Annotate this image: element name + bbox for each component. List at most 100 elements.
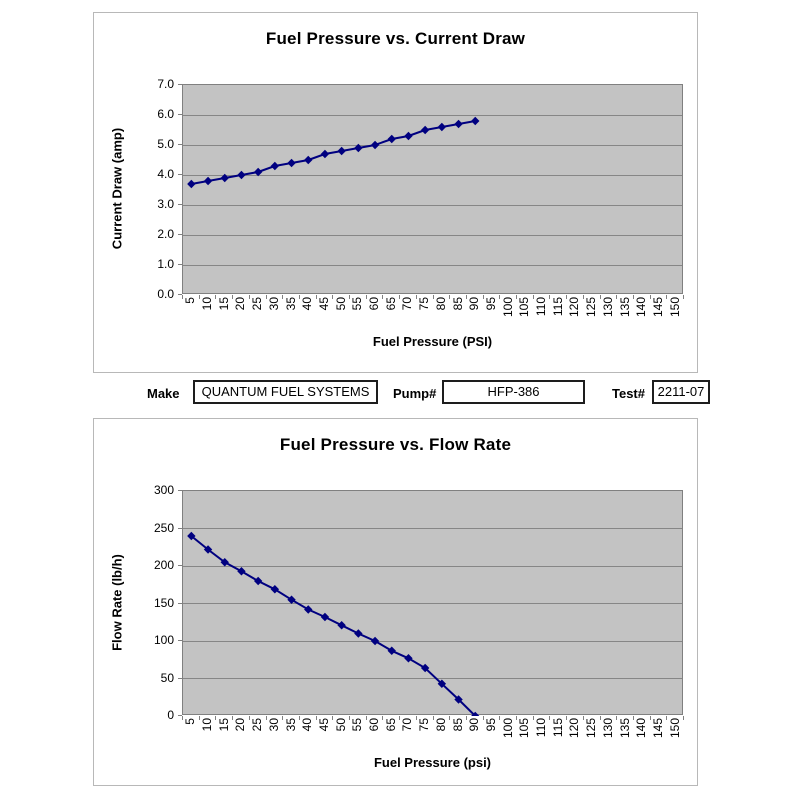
x-tick-label: 25 <box>250 718 265 732</box>
pump-number-input[interactable]: HFP-386 <box>442 380 585 404</box>
diamond-marker <box>337 621 346 630</box>
diamond-marker <box>304 605 313 614</box>
diamond-marker <box>220 173 229 183</box>
diamond-marker <box>437 679 447 688</box>
diamond-marker <box>370 636 380 646</box>
make-input[interactable]: QUANTUM FUEL SYSTEMS <box>193 380 378 404</box>
gridline <box>183 603 682 604</box>
x-tick-label: 45 <box>316 297 331 311</box>
data-series-svg <box>187 116 480 189</box>
y-tick-label: 1.0 <box>157 257 174 271</box>
gridline <box>183 234 682 236</box>
diamond-marker <box>404 654 413 663</box>
x-tick-label: 100 <box>500 718 515 739</box>
x-tick-mark <box>332 716 333 720</box>
diamond-marker <box>404 131 413 141</box>
diamond-marker <box>203 545 213 554</box>
x-tick-mark <box>650 716 651 720</box>
x-tick-mark <box>282 716 283 720</box>
x-tick-mark <box>366 716 367 720</box>
y-tick-label: 0 <box>167 708 174 722</box>
diamond-marker <box>287 595 296 604</box>
x-tick-mark <box>349 295 350 299</box>
x-tick-label: 80 <box>433 718 448 732</box>
x-tick-label: 35 <box>283 718 298 732</box>
y-tick-mark <box>178 84 182 85</box>
x-axis-title: Fuel Pressure (psi) <box>373 755 492 770</box>
diamond-marker <box>237 567 246 576</box>
x-tick-mark <box>633 295 634 299</box>
x-tick-label: 105 <box>517 718 532 739</box>
diamond-marker <box>387 134 396 144</box>
x-tick-label: 60 <box>367 718 382 732</box>
diamond-marker <box>370 140 380 150</box>
x-tick-mark <box>215 295 216 299</box>
x-tick-label: 150 <box>667 718 682 739</box>
test-number-input[interactable]: 2211-07 <box>652 380 710 404</box>
x-tick-label: 75 <box>417 297 432 311</box>
y-axis-title: Flow Rate (lb/h) <box>109 553 125 651</box>
x-tick-label: 65 <box>383 718 398 732</box>
series-line <box>191 120 476 185</box>
x-tick-mark <box>199 716 200 720</box>
gridline <box>183 640 682 642</box>
x-tick-label: 115 <box>550 297 565 317</box>
x-tick-label: 140 <box>634 718 649 739</box>
x-tick-label: 135 <box>617 297 632 318</box>
y-tick-mark <box>178 490 182 491</box>
x-tick-mark <box>249 716 250 720</box>
x-tick-label: 40 <box>300 297 315 311</box>
x-tick-label: 10 <box>200 718 215 732</box>
x-tick-label: 55 <box>350 718 365 732</box>
x-tick-mark <box>449 716 450 720</box>
y-tick-label: 6.0 <box>157 107 174 121</box>
x-axis-title: Fuel Pressure (PSI) <box>372 334 493 349</box>
x-tick-label: 80 <box>433 297 448 311</box>
series-line <box>190 535 477 716</box>
chart-title: Fuel Pressure vs. Current Draw <box>265 29 526 48</box>
x-tick-mark <box>650 295 651 299</box>
x-tick-label: 75 <box>417 718 432 732</box>
y-tick-mark <box>178 234 182 235</box>
x-tick-mark <box>616 295 617 299</box>
plot-area <box>182 490 683 716</box>
y-tick-label: 5.0 <box>157 137 174 151</box>
x-tick-mark <box>483 295 484 299</box>
x-tick-mark <box>182 295 183 299</box>
current-draw-chart: Fuel Pressure vs. Current Draw Current D… <box>93 12 698 373</box>
x-tick-mark <box>232 295 233 299</box>
y-tick-label: 7.0 <box>157 77 174 91</box>
x-tick-mark <box>600 716 601 720</box>
x-tick-mark <box>399 295 400 299</box>
diamond-marker <box>471 116 480 126</box>
x-tick-label: 135 <box>617 718 632 739</box>
x-tick-label: 145 <box>650 297 665 318</box>
x-tick-mark <box>232 716 233 720</box>
diamond-marker <box>253 167 263 177</box>
x-tick-mark <box>215 716 216 720</box>
y-tick-label: 4.0 <box>157 167 174 181</box>
x-tick-mark <box>533 295 534 299</box>
y-tick-mark <box>178 602 182 604</box>
diamond-marker <box>253 576 263 586</box>
y-tick-label: 150 <box>153 595 174 610</box>
gridline <box>183 144 682 146</box>
gridline <box>183 174 682 176</box>
x-tick-mark <box>266 716 267 720</box>
y-tick-label: 300 <box>153 483 174 497</box>
x-tick-label: 140 <box>634 297 649 318</box>
diamond-marker <box>337 146 346 156</box>
gridline <box>183 528 682 529</box>
x-tick-mark <box>533 716 534 720</box>
x-tick-mark <box>600 295 601 299</box>
chart-title: Fuel Pressure vs. Flow Rate <box>279 435 512 454</box>
y-tick-label: 0.0 <box>157 287 174 301</box>
x-tick-label: 15 <box>216 297 231 311</box>
gridline <box>183 204 682 206</box>
y-tick-mark <box>178 640 182 641</box>
x-tick-mark <box>399 716 400 720</box>
x-tick-label: 120 <box>567 297 582 318</box>
diamond-marker <box>320 612 330 622</box>
x-tick-mark <box>583 716 584 720</box>
x-tick-label: 100 <box>500 297 515 318</box>
